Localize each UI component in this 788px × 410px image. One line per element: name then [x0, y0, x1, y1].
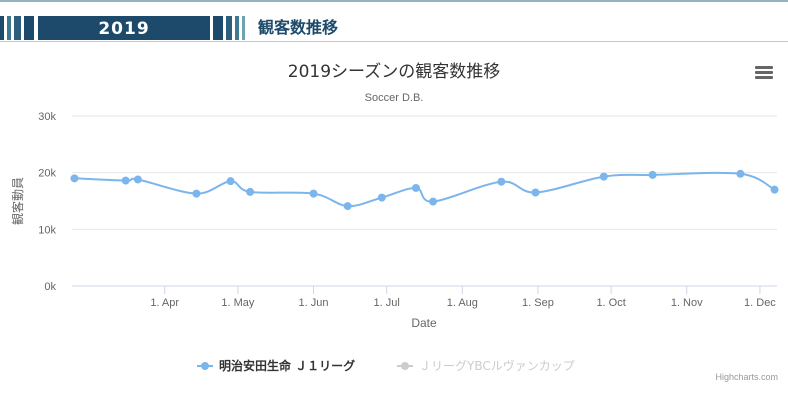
header-stripe	[7, 16, 11, 40]
chart-subtitle: Soccer D.B.	[365, 92, 424, 104]
header-stripe	[0, 16, 4, 40]
x-tick-label: 1. Sep	[522, 297, 554, 309]
data-point[interactable]	[599, 172, 608, 181]
x-tick-label: 1. Nov	[671, 297, 703, 309]
data-point[interactable]	[648, 170, 657, 179]
page-header: 2019 観客数推移	[0, 0, 788, 42]
data-point[interactable]	[309, 189, 318, 198]
data-point[interactable]	[770, 185, 779, 194]
x-tick-label: 1. Oct	[596, 297, 625, 309]
legend-item-levain-cup[interactable]: ＪリーグYBCルヴァンカップ	[397, 358, 575, 373]
header-stripe	[235, 16, 239, 40]
data-point[interactable]	[736, 169, 745, 178]
header-stripe	[213, 16, 223, 40]
data-point[interactable]	[226, 177, 235, 186]
attendance-chart: 2019シーズンの観客数推移 Soccer D.B. 観客動員 Date 0k 1…	[10, 62, 779, 373]
data-point[interactable]	[70, 174, 79, 183]
header-stripe	[226, 16, 232, 40]
data-point[interactable]	[246, 187, 255, 196]
x-tick-label: 1. May	[221, 297, 255, 309]
y-tick-label: 0k	[44, 281, 56, 293]
menu-icon	[755, 66, 773, 69]
legend-marker-symbol	[201, 362, 209, 370]
data-point[interactable]	[121, 176, 130, 185]
data-point[interactable]	[343, 202, 352, 211]
season-year: 2019	[38, 16, 210, 40]
data-point[interactable]	[429, 197, 438, 206]
header-stripe	[242, 16, 245, 40]
y-tick-label: 30k	[38, 111, 56, 123]
y-axis-title: 観客動員	[10, 177, 25, 225]
menu-icon	[755, 71, 773, 74]
header-stripe	[24, 16, 34, 40]
data-point[interactable]	[497, 177, 506, 186]
legend-marker-symbol	[401, 362, 409, 370]
data-point[interactable]	[531, 188, 540, 197]
legend-label: ＪリーグYBCルヴァンカップ	[419, 358, 575, 373]
menu-icon	[755, 76, 773, 79]
y-tick-label: 10k	[38, 224, 56, 236]
header-title: 観客数推移	[258, 18, 339, 37]
header-stripe	[14, 16, 21, 40]
x-tick-label: 1. Jun	[299, 297, 329, 309]
x-tick-label: 1. Apr	[150, 297, 179, 309]
x-tick-label: 1. Dec	[744, 297, 776, 309]
y-tick-label: 20k	[38, 168, 56, 180]
chart-menu-button[interactable]	[753, 64, 775, 82]
data-point[interactable]	[192, 189, 201, 198]
x-axis-title: Date	[411, 316, 437, 330]
data-point[interactable]	[377, 193, 386, 202]
x-tick-label: 1. Aug	[447, 297, 478, 309]
data-point[interactable]	[133, 175, 142, 184]
chart-title: 2019シーズンの観客数推移	[288, 62, 500, 82]
highcharts-credit[interactable]: Highcharts.com	[715, 372, 778, 382]
x-tick-label: 1. Jul	[374, 297, 400, 309]
data-point[interactable]	[411, 183, 420, 192]
series-line-j1-league	[74, 171, 776, 208]
legend-item-j1-league[interactable]: 明治安田生命 Ｊ１リーグ	[197, 358, 355, 373]
legend-label: 明治安田生命 Ｊ１リーグ	[219, 358, 355, 373]
